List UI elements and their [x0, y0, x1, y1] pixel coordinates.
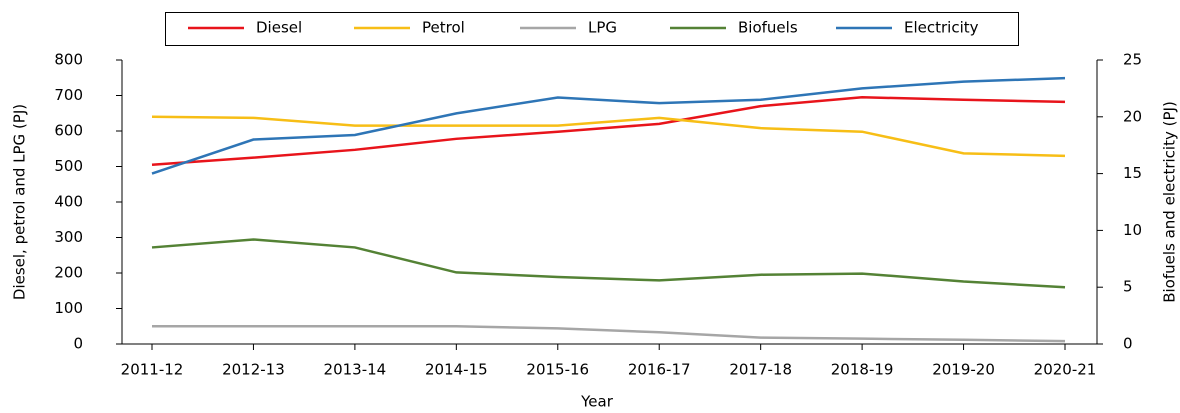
- y-tick-label: 600: [54, 122, 83, 140]
- y2-tick-label: 5: [1123, 278, 1133, 296]
- x-tick-label: 2011-12: [121, 361, 184, 379]
- legend-label: Biofuels: [738, 19, 798, 37]
- x-axis-label: Year: [580, 393, 614, 411]
- y-tick-label: 100: [54, 299, 83, 317]
- y-tick-label: 500: [54, 157, 83, 175]
- y2-tick-label: 25: [1123, 51, 1142, 69]
- data-line: [152, 325, 1066, 343]
- data-line: [151, 115, 1066, 158]
- legend-label: LPG: [588, 19, 617, 37]
- y-tick-label: 800: [54, 51, 83, 69]
- x-tick-label: 2014-15: [425, 361, 488, 379]
- x-tick-label: 2016-17: [628, 361, 691, 379]
- y2-axis-label: Biofuels and electricity (PJ): [1161, 101, 1179, 303]
- x-tick-label: 2015-16: [526, 361, 589, 379]
- legend-label: Petrol: [422, 19, 465, 37]
- x-tick-label: 2019-20: [932, 361, 995, 379]
- x-tick-label: 2017-18: [729, 361, 792, 379]
- y-tick-label: 200: [54, 264, 83, 282]
- y-axis-label: Diesel, petrol and LPG (PJ): [11, 104, 29, 300]
- y2-tick-label: 20: [1123, 107, 1142, 125]
- x-tick-label: 2013-14: [324, 361, 387, 379]
- legend-label: Diesel: [256, 19, 302, 37]
- legend-label: Electricity: [904, 19, 979, 37]
- y-tick-label: 400: [54, 193, 83, 211]
- y2-tick-label: 10: [1123, 221, 1142, 239]
- y-tick-label: 300: [54, 228, 83, 246]
- y2-tick-label: 0: [1123, 335, 1133, 353]
- data-line: [151, 76, 1066, 175]
- data-line: [151, 238, 1066, 289]
- x-tick-label: 2020-21: [1034, 361, 1097, 379]
- y-tick-label: 0: [73, 335, 83, 353]
- y2-tick-label: 15: [1123, 164, 1142, 182]
- x-tick-label: 2012-13: [222, 361, 285, 379]
- data-line: [151, 96, 1066, 166]
- y-tick-label: 700: [54, 86, 83, 104]
- x-tick-label: 2018-19: [831, 361, 894, 379]
